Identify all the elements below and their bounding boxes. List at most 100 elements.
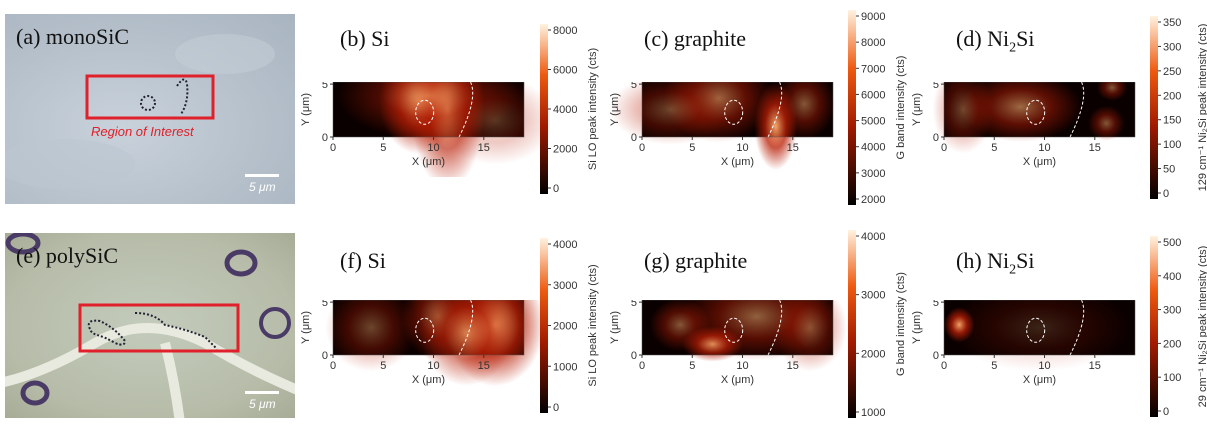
y-axis-label: Y (μm): [609, 93, 621, 126]
colorbar-label-text: 129 cm⁻¹ Ni₂Si peak intensity (cts): [1197, 24, 1207, 192]
x-tick-label: 15: [787, 360, 799, 372]
x-tick-label: 10: [736, 142, 748, 154]
title-subscript: 2: [1009, 40, 1017, 56]
x-tick-label: 10: [736, 360, 748, 372]
region-of-interest-box: [85, 74, 215, 120]
intensity-blob: [773, 82, 835, 140]
panel-title-b: (b) Si: [340, 26, 390, 52]
x-tick-label: 15: [1089, 142, 1101, 154]
colorbar-tick-label: 250: [1163, 66, 1181, 78]
x-tick-label: 5: [991, 360, 997, 372]
colorbar-tick-label: 4000: [861, 231, 885, 243]
boundary-outline: [458, 82, 474, 138]
colorbar-tick-label: 0: [553, 183, 559, 195]
colorbar-tick-label: 2000: [553, 321, 577, 333]
y-axis-label: Y (μm): [300, 93, 312, 126]
x-axis-label: X (μm): [721, 374, 754, 386]
intensity-blob: [1096, 82, 1128, 101]
boundary-outline: [767, 300, 783, 356]
y-tick-label: 5: [631, 82, 637, 91]
colorbar-tick-label: 200: [1163, 90, 1181, 102]
x-axis-label: X (μm): [721, 156, 754, 168]
y-tick-label: 0: [933, 350, 939, 362]
intensity-blob: [773, 300, 847, 372]
title-main: (f) Si: [340, 248, 386, 273]
intensity-blob: [609, 82, 732, 145]
map-frame: [943, 82, 1136, 138]
colorbar-tick-label: 6000: [861, 89, 885, 101]
colorbar-tick-label: 9000: [861, 11, 885, 23]
colorbar-tick-label: 4000: [553, 104, 577, 116]
panel-title-h: (h) Ni2Si: [956, 248, 1035, 278]
colorbar-gradient: [540, 24, 548, 194]
y-tick-label: 0: [631, 132, 637, 144]
y-tick-label: 5: [933, 300, 939, 309]
title-main: (g) graphite: [644, 248, 748, 273]
colorbar-tick-label: 300: [1163, 305, 1181, 317]
panel-title-a: (a) monoSiC: [16, 24, 130, 49]
colorbar-d: 350 300 250 200 150 100 50 0: [1150, 16, 1181, 200]
panel-title-c: (c) graphite: [644, 26, 746, 52]
scale-bar: [245, 391, 279, 394]
y-axis-label: Y (μm): [609, 311, 621, 344]
colorbar-label-text: Si LO peak intensity (cts): [587, 264, 599, 386]
colorbar-tick-label: 5000: [861, 116, 885, 128]
colorbar-tick-label: 150: [1163, 115, 1181, 127]
particle-outline: [1026, 99, 1046, 125]
scale-text: 5 μm: [249, 397, 276, 411]
colorbar-label-text: 29 cm⁻¹ Ni₂Si peak intensity (cts): [1197, 246, 1207, 408]
x-axis-label: X (μm): [412, 374, 445, 386]
colorbar-tick-label: 3000: [861, 168, 885, 180]
x-axis-label: X (μm): [412, 156, 445, 168]
colorbar-c: 9000 8000 7000 6000 5000 4000 3000 2000: [848, 10, 885, 206]
x-axis-label: X (μm): [1023, 156, 1056, 168]
map-frame: [641, 300, 834, 356]
boundary-outline: [1069, 300, 1085, 356]
colorbar-tick-label: 1000: [861, 407, 885, 419]
panel-title-d: (d) Ni2Si: [956, 26, 1035, 56]
title-main: (d) Ni: [956, 26, 1010, 51]
y-tick-label: 5: [322, 82, 328, 91]
colorbar-label-text: Si LO peak intensity (cts): [587, 48, 599, 170]
polysic-optical-image: 5 μm: [5, 233, 295, 418]
title-main: (c) graphite: [644, 26, 746, 51]
colorbar-label-b: Si LO peak intensity (cts): [587, 48, 599, 170]
colorbar-label-g: G band intensity (cts): [895, 272, 907, 376]
region-of-interest-box: [78, 303, 240, 353]
y-tick-label: 0: [933, 132, 939, 144]
x-tick-label: 0: [330, 360, 336, 372]
colorbar-tick-label: 0: [553, 402, 559, 414]
map-frame: [332, 300, 525, 356]
x-tick-label: 15: [478, 142, 490, 154]
x-tick-label: 15: [1089, 360, 1101, 372]
colorbar-tick-label: 1000: [553, 361, 577, 373]
x-tick-label: 5: [689, 360, 695, 372]
scale-text: 5 μm: [249, 180, 276, 194]
colorbar-b: 8000 6000 4000 2000 0: [540, 24, 577, 195]
monosic-optical-image: Region of Interest 5 μm: [5, 14, 295, 204]
y-axis-label: Y (μm): [911, 311, 923, 344]
intensity-blob: [325, 300, 418, 372]
x-axis-label: X (μm): [1023, 374, 1056, 386]
x-tick-label: 5: [991, 142, 997, 154]
colorbar-tick-label: 500: [1163, 237, 1181, 249]
intensity-blob: [947, 300, 1132, 372]
colorbar-tick-label: 50: [1163, 164, 1175, 176]
x-tick-label: 10: [1038, 142, 1050, 154]
colorbar-tick-label: 2000: [861, 348, 885, 360]
colorbar-tick-label: 400: [1163, 271, 1181, 283]
title-tail: Si: [1016, 248, 1035, 273]
intensity-blob: [420, 300, 513, 386]
y-tick-label: 5: [933, 82, 939, 91]
y-tick-label: 5: [322, 300, 328, 309]
heatmap-g: 0 5 10 15 X (μm) 0 5 Y (μm): [609, 300, 847, 386]
particle-outline: [1026, 317, 1046, 343]
x-tick-label: 10: [427, 142, 439, 154]
y-tick-label: 0: [322, 132, 328, 144]
panel-title-g: (g) graphite: [644, 248, 747, 274]
x-tick-label: 5: [689, 142, 695, 154]
colorbar-f: 4000 3000 2000 1000 0: [540, 238, 577, 414]
colorbar-gradient: [1150, 16, 1158, 199]
colorbar-tick-label: 0: [1163, 406, 1169, 418]
colorbar-tick-label: 4000: [553, 239, 577, 251]
